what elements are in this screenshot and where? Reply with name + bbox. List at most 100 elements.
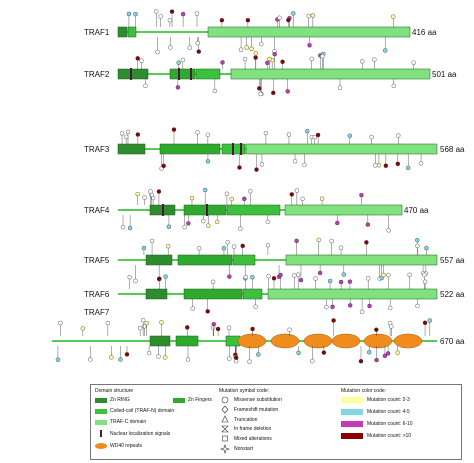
mutation-marker	[376, 163, 382, 168]
mutation-marker	[424, 245, 429, 251]
mutation-marker	[144, 321, 149, 326]
mutation-marker	[307, 43, 312, 48]
traf1-domain-traf_c	[207, 26, 411, 38]
mutation-marker	[347, 303, 353, 308]
mutation-marker	[391, 14, 396, 19]
mutation-marker	[296, 350, 301, 356]
mutation-marker	[291, 11, 296, 16]
traf3-domain-zn_ring	[117, 143, 146, 155]
traf7-wd40-repeat	[237, 333, 267, 349]
mutation-marker	[302, 162, 307, 168]
mutation-marker	[422, 320, 428, 325]
traf3-nls-mark	[232, 143, 234, 155]
traf4-domain-coiled_coil	[226, 204, 281, 216]
mutation-marker	[259, 162, 265, 167]
triangle-icon	[221, 415, 229, 423]
mutation-marker	[374, 327, 379, 332]
mutation-marker	[272, 51, 277, 57]
nls-label: Nuclear localization signals	[110, 431, 171, 437]
mutation-marker	[189, 195, 195, 201]
mutation-marker	[168, 45, 173, 50]
mutation-marker	[313, 276, 318, 281]
mutation-marker	[395, 350, 400, 355]
traf3-nls-mark	[240, 143, 242, 155]
traf2-label: TRAF2	[84, 70, 110, 79]
mutation-marker	[194, 11, 200, 16]
mutation-marker	[231, 244, 237, 249]
mutation-marker	[190, 306, 195, 311]
mutation-marker	[158, 14, 163, 19]
mutation-marker	[271, 276, 277, 281]
mutation-marker	[142, 324, 147, 329]
mutation-marker	[221, 246, 227, 251]
mutation-marker	[186, 221, 191, 226]
mutation-marker	[163, 355, 168, 360]
mutation-marker	[105, 320, 111, 326]
mutation-marker	[278, 272, 283, 278]
mutation-marker	[149, 238, 155, 244]
mutation-marker	[137, 325, 143, 331]
traf2-domain-zn_ring	[117, 68, 149, 80]
frameshift-label: Frameshift mutation	[234, 407, 279, 413]
mutation-marker	[374, 357, 379, 363]
mutation-marker	[365, 276, 371, 281]
traf7-wd40-repeat	[303, 333, 333, 349]
count-2-3-swatch	[341, 397, 363, 403]
mutation-marker	[195, 130, 200, 135]
traf3-length: 568 aa	[440, 145, 465, 154]
mutation-marker	[126, 11, 132, 17]
mutation-marker	[360, 59, 365, 64]
mutation-marker	[327, 278, 333, 284]
mutation-marker	[271, 90, 276, 96]
mutation-marker	[205, 132, 211, 137]
mutation-marker	[187, 45, 192, 50]
count-gt10-swatch	[341, 433, 363, 439]
mutation-marker	[154, 9, 159, 14]
mutation-marker	[372, 57, 377, 62]
mutation-marker	[391, 83, 397, 89]
mutation-marker	[88, 357, 93, 362]
mutation-marker	[382, 353, 388, 359]
count-4-5-swatch	[341, 409, 363, 415]
traf6-domain-traf_c	[267, 288, 438, 300]
mutation-marker	[312, 134, 317, 140]
mutation-marker	[315, 132, 321, 138]
mutation-marker	[227, 274, 232, 279]
mutation-marker	[254, 167, 259, 172]
star-icon	[220, 444, 230, 454]
mutation-marker	[265, 243, 271, 248]
mutation-marker	[225, 239, 230, 245]
mutation-marker	[224, 191, 230, 197]
mutation-marker	[215, 326, 221, 332]
traf1-domain-coiled_coil	[127, 26, 137, 38]
mutation-marker	[309, 56, 314, 62]
mutation-marker	[135, 56, 140, 61]
mutation-marker	[220, 60, 225, 65]
mutation-marker	[415, 243, 420, 249]
mutation-marker	[418, 161, 424, 166]
circle-icon	[221, 396, 229, 404]
traf1-length: 416 aa	[412, 28, 437, 37]
mutation-marker	[175, 85, 181, 90]
mutation-marker	[259, 41, 264, 47]
mutation-marker	[406, 165, 411, 171]
mutation-marker	[195, 40, 200, 46]
mutation-marker	[335, 220, 340, 226]
mutation-marker	[256, 352, 261, 357]
mutation-marker	[310, 358, 315, 364]
mutation-marker	[167, 17, 173, 23]
traf5-length: 557 aa	[440, 256, 465, 265]
mutation-marker	[383, 163, 389, 168]
traf7-wd40-repeat	[270, 333, 300, 349]
mutation-marker	[203, 187, 208, 193]
mutation-marker	[289, 192, 295, 197]
mutation-marker	[341, 272, 347, 277]
mutation-marker	[166, 224, 172, 229]
traf4-length: 470 aa	[404, 206, 429, 215]
wd40-label: WD40 repeats	[110, 443, 142, 449]
traf3-domain-traf_c	[245, 143, 438, 155]
mixed-label: Mixed alterations	[234, 436, 272, 442]
mutation-marker	[233, 355, 239, 360]
mutation-marker	[248, 188, 253, 194]
coiled-coil-label: Coiled-coil (TRAF-N) domain	[110, 408, 175, 414]
